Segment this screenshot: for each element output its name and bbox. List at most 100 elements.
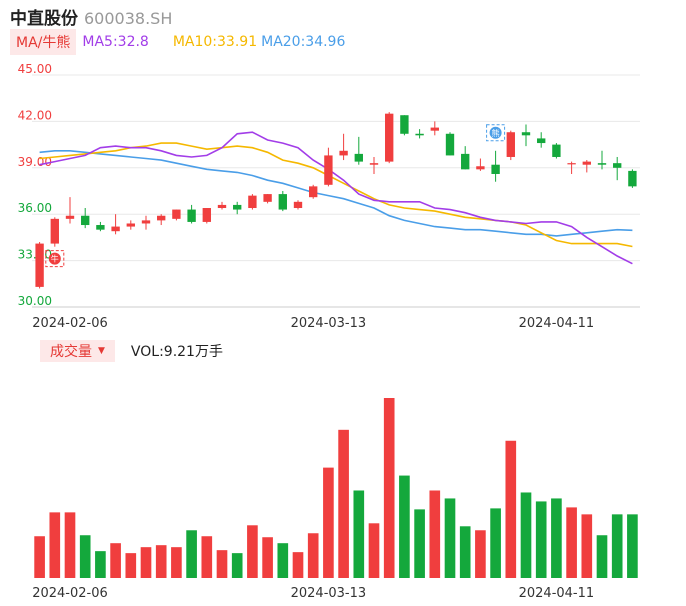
price-x-tick-label: 2024-03-13: [291, 316, 367, 331]
candle: [339, 133, 348, 161]
candle: [385, 112, 394, 164]
price-grid: [32, 74, 640, 308]
candle-body: [324, 155, 333, 185]
candle-body: [430, 127, 439, 131]
candle-body: [369, 163, 379, 165]
candle-body: [248, 195, 257, 209]
candle-body: [111, 226, 120, 232]
volume-bar: [338, 429, 349, 578]
volume-bar: [399, 475, 410, 578]
volume-bar: [34, 536, 45, 578]
candle-body: [339, 150, 348, 156]
candle-body: [202, 208, 211, 222]
candle-body: [521, 132, 531, 136]
price-x-axis: 2024-02-06 2024-03-13 2024-04-11: [32, 316, 594, 331]
candle: [35, 242, 44, 289]
volume-bar: [596, 535, 608, 578]
candle: [187, 204, 196, 224]
volume-value: VOL:9.21万手: [130, 344, 223, 360]
marker-badge: [48, 252, 61, 265]
volume-bars: [34, 398, 638, 578]
candle: [461, 146, 470, 170]
volume-bar: [247, 525, 258, 578]
ma20-line: [39, 150, 633, 237]
candle-body: [537, 138, 546, 144]
candle-body: [567, 163, 576, 165]
volume-bar: [292, 552, 304, 578]
candle-body: [354, 153, 363, 162]
candle-body: [141, 220, 151, 224]
volume-bar: [444, 498, 456, 578]
price-tick-label: 45.00: [18, 62, 52, 76]
volume-bar: [125, 553, 137, 578]
candle: [582, 160, 591, 173]
candle: [476, 158, 485, 171]
candle: [81, 208, 90, 229]
ma-lines: [39, 131, 633, 265]
candle-body: [400, 115, 409, 134]
price-x-tick-label: 2024-04-11: [519, 316, 595, 331]
signal-markers: 牛熊: [45, 124, 506, 268]
candle-body: [35, 243, 44, 287]
bear-signal-marker: 熊: [486, 124, 506, 142]
volume-bar: [79, 535, 91, 578]
candle-body: [187, 209, 196, 222]
candle-body: [157, 215, 166, 221]
candle: [96, 221, 105, 232]
candle-body: [582, 161, 591, 165]
candle: [430, 121, 439, 136]
marker-badge: [489, 126, 502, 139]
candle: [506, 130, 515, 161]
ma-indicator-selector[interactable]: MA/牛熊: [10, 29, 77, 55]
candle-body: [597, 163, 607, 165]
candle-body: [385, 113, 394, 162]
volume-bar: [231, 553, 243, 578]
volume-bar: [520, 492, 532, 578]
candle: [50, 217, 59, 247]
price-axis: 45.00 42.00 39.00 36.00 33.00 30.00: [18, 62, 52, 308]
candle: [248, 194, 257, 210]
marker-label: 牛: [51, 254, 59, 264]
volume-bar: [368, 523, 380, 578]
volume-bar: [475, 530, 486, 578]
candle: [172, 209, 181, 221]
candle: [263, 194, 272, 204]
candle-body: [126, 223, 135, 227]
candle: [613, 156, 622, 181]
candle: [415, 129, 424, 139]
candle-body: [263, 194, 272, 202]
volume-bar: [171, 547, 182, 578]
candlesticks: [35, 112, 637, 289]
price-tick-label: 36.00: [18, 201, 52, 215]
price-tick-label: 42.00: [18, 108, 52, 122]
volume-bar: [64, 512, 76, 578]
stock-code: 600038.SH: [84, 9, 173, 28]
volume-legend: 成交量 ▼ VOL:9.21万手: [40, 340, 223, 362]
candle-body: [293, 201, 303, 209]
candle: [157, 214, 166, 226]
volume-bar: [505, 440, 517, 578]
candle: [293, 200, 303, 210]
candle: [111, 214, 120, 235]
candle: [217, 201, 227, 210]
candle: [552, 143, 561, 159]
candle: [324, 147, 333, 187]
candle: [400, 115, 409, 136]
volume-bar: [535, 501, 547, 578]
volume-bar: [611, 514, 623, 578]
candle: [537, 132, 546, 148]
candle-body: [172, 209, 181, 219]
stock-name: 中直股份: [10, 9, 78, 29]
candle-body: [415, 133, 424, 136]
marker-label: 熊: [492, 128, 500, 138]
candle-body: [309, 186, 318, 198]
volume-bar: [216, 550, 228, 578]
candle: [567, 161, 576, 174]
ma5-line: [39, 131, 633, 265]
ma20-legend: MA20:34.96: [261, 34, 346, 50]
volume-bar: [262, 537, 273, 578]
volume-bar: [429, 490, 441, 578]
volume-indicator-selector[interactable]: 成交量 ▼: [40, 340, 115, 362]
candle-body: [278, 194, 287, 210]
